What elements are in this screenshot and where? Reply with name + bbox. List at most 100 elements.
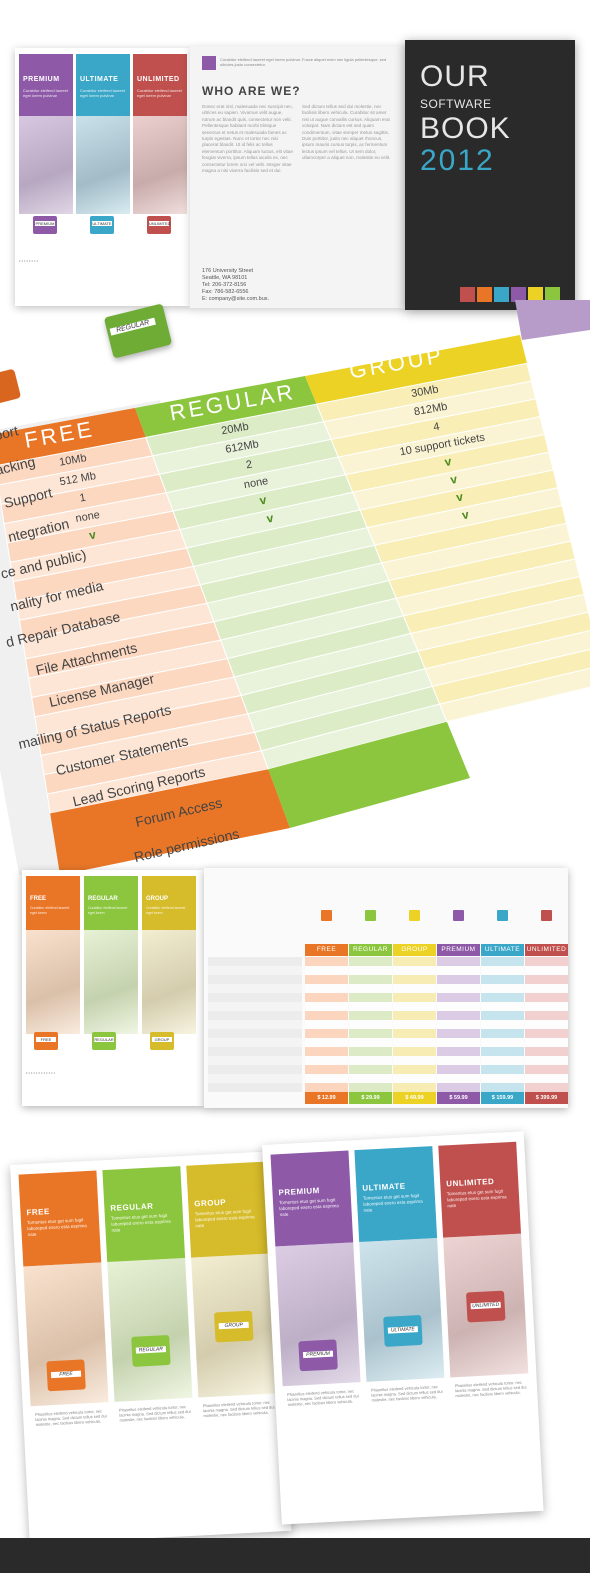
cell-value: none	[243, 475, 269, 491]
mini-table-cell	[437, 1065, 480, 1074]
column-subtitle: Tomentus etus get sum fugit laboreped ex…	[446, 1188, 507, 1209]
mini-table-cell	[437, 966, 480, 975]
map-image	[76, 116, 130, 214]
column-header: PREMIUM Tomentus etus get sum fugit labor…	[270, 1150, 354, 1247]
cell-value: 30Mb	[410, 383, 439, 400]
flyer-right: PREMIUM Tomentus etus get sum fugit labor…	[262, 1131, 544, 1525]
address-city: Seattle, WA 98101	[202, 275, 248, 281]
cell-value: 4	[432, 421, 440, 434]
map-image	[107, 1257, 193, 1402]
flyer-left-columns: FREE Tomentus etus get sum fugit laborepe…	[10, 1151, 277, 1427]
column-title: PREMIUM	[278, 1186, 320, 1198]
column-subtitle: Tomentus etus get sum fugit laboreped ex…	[362, 1192, 423, 1213]
mini-table-cell	[525, 1038, 568, 1047]
mini-table-cell	[481, 1074, 524, 1083]
mini-table-cell	[305, 993, 348, 1002]
column-title: REGULAR	[88, 896, 118, 902]
column-header: GROUP Curabitur eleifend laoreet eget lo…	[142, 876, 196, 930]
mini-table-cell	[349, 1002, 392, 1011]
color-swatch	[477, 287, 492, 302]
mini-table-cell	[305, 1056, 348, 1065]
column-header-band	[0, 408, 146, 465]
purple-square	[202, 56, 216, 70]
bullet-list: Phasellus eleifend vehicula tortor, nec …	[202, 1399, 275, 1419]
mini-table-cell	[349, 984, 392, 993]
plan-column-free	[0, 408, 291, 875]
mini-feature-row	[208, 1074, 302, 1083]
column-header-band	[305, 335, 527, 405]
mini-table-cell	[305, 957, 348, 966]
bullet-list: Phasellus eleifend vehicula tortor, nec …	[370, 1384, 443, 1403]
plan-column-regular	[135, 376, 470, 828]
bullet-list: Phasellus eleifend vehicula tortor, nec …	[454, 1379, 527, 1399]
column-subtitle: Curabitur eleifend laoreet eget lorem pu…	[137, 88, 182, 98]
map-image	[19, 116, 73, 214]
flyer-plan-column: ULTIMATE Tomentus etus get sum fugit labo…	[354, 1146, 445, 1403]
mini-table-cell	[393, 1065, 436, 1074]
check-mark: v	[88, 527, 97, 542]
mini-table-cell	[305, 966, 348, 975]
brochure-cover: OUR SOFTWARE BOOK 2012	[405, 40, 575, 310]
mini-table-cell	[437, 1011, 480, 1020]
mini-table-cell	[481, 957, 524, 966]
cell-value: 2	[245, 459, 253, 472]
software-box-icon: FREE	[34, 1032, 58, 1050]
mini-table-cell	[349, 1065, 392, 1074]
flyer-plan-column: FREE Tomentus etus get sum fugit laborepe…	[18, 1170, 109, 1427]
bullet-list: Phasellus eleifend vehicula tortor, nec …	[286, 1388, 359, 1408]
column-title: GROUP	[194, 1197, 227, 1209]
color-swatch	[460, 287, 475, 302]
mini-table-cell	[349, 966, 392, 975]
mini-feature-row	[208, 1011, 302, 1020]
mini-box-icon	[541, 910, 552, 921]
cover-title-our: OUR	[420, 60, 490, 93]
mini-table-price: $ 399.99	[525, 1092, 568, 1104]
bottom-flyers: FREE Tomentus etus get sum fugit laborepe…	[0, 1131, 590, 1545]
plan-column-free: FREE Curabitur eleifend laoreet eget lor…	[26, 876, 80, 1034]
mini-feature-row	[208, 975, 302, 984]
mini-table-cell	[525, 957, 568, 966]
mini-table-cell	[349, 1056, 392, 1065]
plan-column-premium: PREMIUM Curabitur eleifend laoreet eget …	[19, 54, 73, 214]
mini-table-cell	[393, 1038, 436, 1047]
price-free: $ 12.99	[338, 816, 411, 854]
mini-feature-row	[208, 984, 302, 993]
mini-table-cell	[349, 1011, 392, 1020]
column-title: ULTIMATE	[362, 1181, 406, 1193]
color-swatches	[460, 287, 562, 307]
mini-table-cell	[481, 975, 524, 984]
mini-table-cell	[525, 1011, 568, 1020]
mini-table-cell	[437, 1029, 480, 1038]
mini-table-cell	[481, 1029, 524, 1038]
check-mark: v	[258, 493, 267, 508]
software-box-icon: ULTIMATE	[383, 1314, 423, 1347]
mini-feature-row	[208, 1038, 302, 1047]
address-fax: Fax: 786-582-6556	[202, 289, 249, 295]
mini-table-cell	[525, 1074, 568, 1083]
column-header: PREMIUM Curabitur eleifend laoreet eget …	[19, 54, 73, 116]
mini-table-cell	[393, 957, 436, 966]
check-mark: v	[449, 472, 458, 487]
column-subtitle: Curabitur eleifend laoreet eget lorem pu…	[80, 88, 125, 98]
mini-table-cell	[525, 1056, 568, 1065]
mini-table-cell	[481, 1065, 524, 1074]
mini-table-cell	[525, 1029, 568, 1038]
mini-table-cell	[481, 1083, 524, 1092]
column-title: UNLIMITED	[446, 1176, 495, 1189]
mini-table-cell	[305, 1011, 348, 1020]
mini-table-cell	[349, 1047, 392, 1056]
color-swatch	[545, 287, 560, 302]
mini-table-cell	[437, 1047, 480, 1056]
column-header: ULTIMATE Curabitur eleifend laoreet eget…	[76, 54, 130, 116]
mini-feature-row	[208, 1065, 302, 1074]
plan-column-unlimited: UNLIMITED Curabitur eleifend laoreet ege…	[133, 54, 187, 214]
mini-table-cell	[393, 975, 436, 984]
price-band	[268, 721, 470, 828]
mini-table-price: $ 29.99	[349, 1092, 392, 1104]
software-box-icon: REGULAR	[92, 1032, 116, 1050]
intro-text: Curabitur eleifend laoreet eget lorem pu…	[220, 57, 387, 67]
mini-table-cell	[393, 984, 436, 993]
mini-table-cell	[525, 1020, 568, 1029]
mini-table-cell	[305, 1038, 348, 1047]
mini-table-cell	[393, 1056, 436, 1065]
